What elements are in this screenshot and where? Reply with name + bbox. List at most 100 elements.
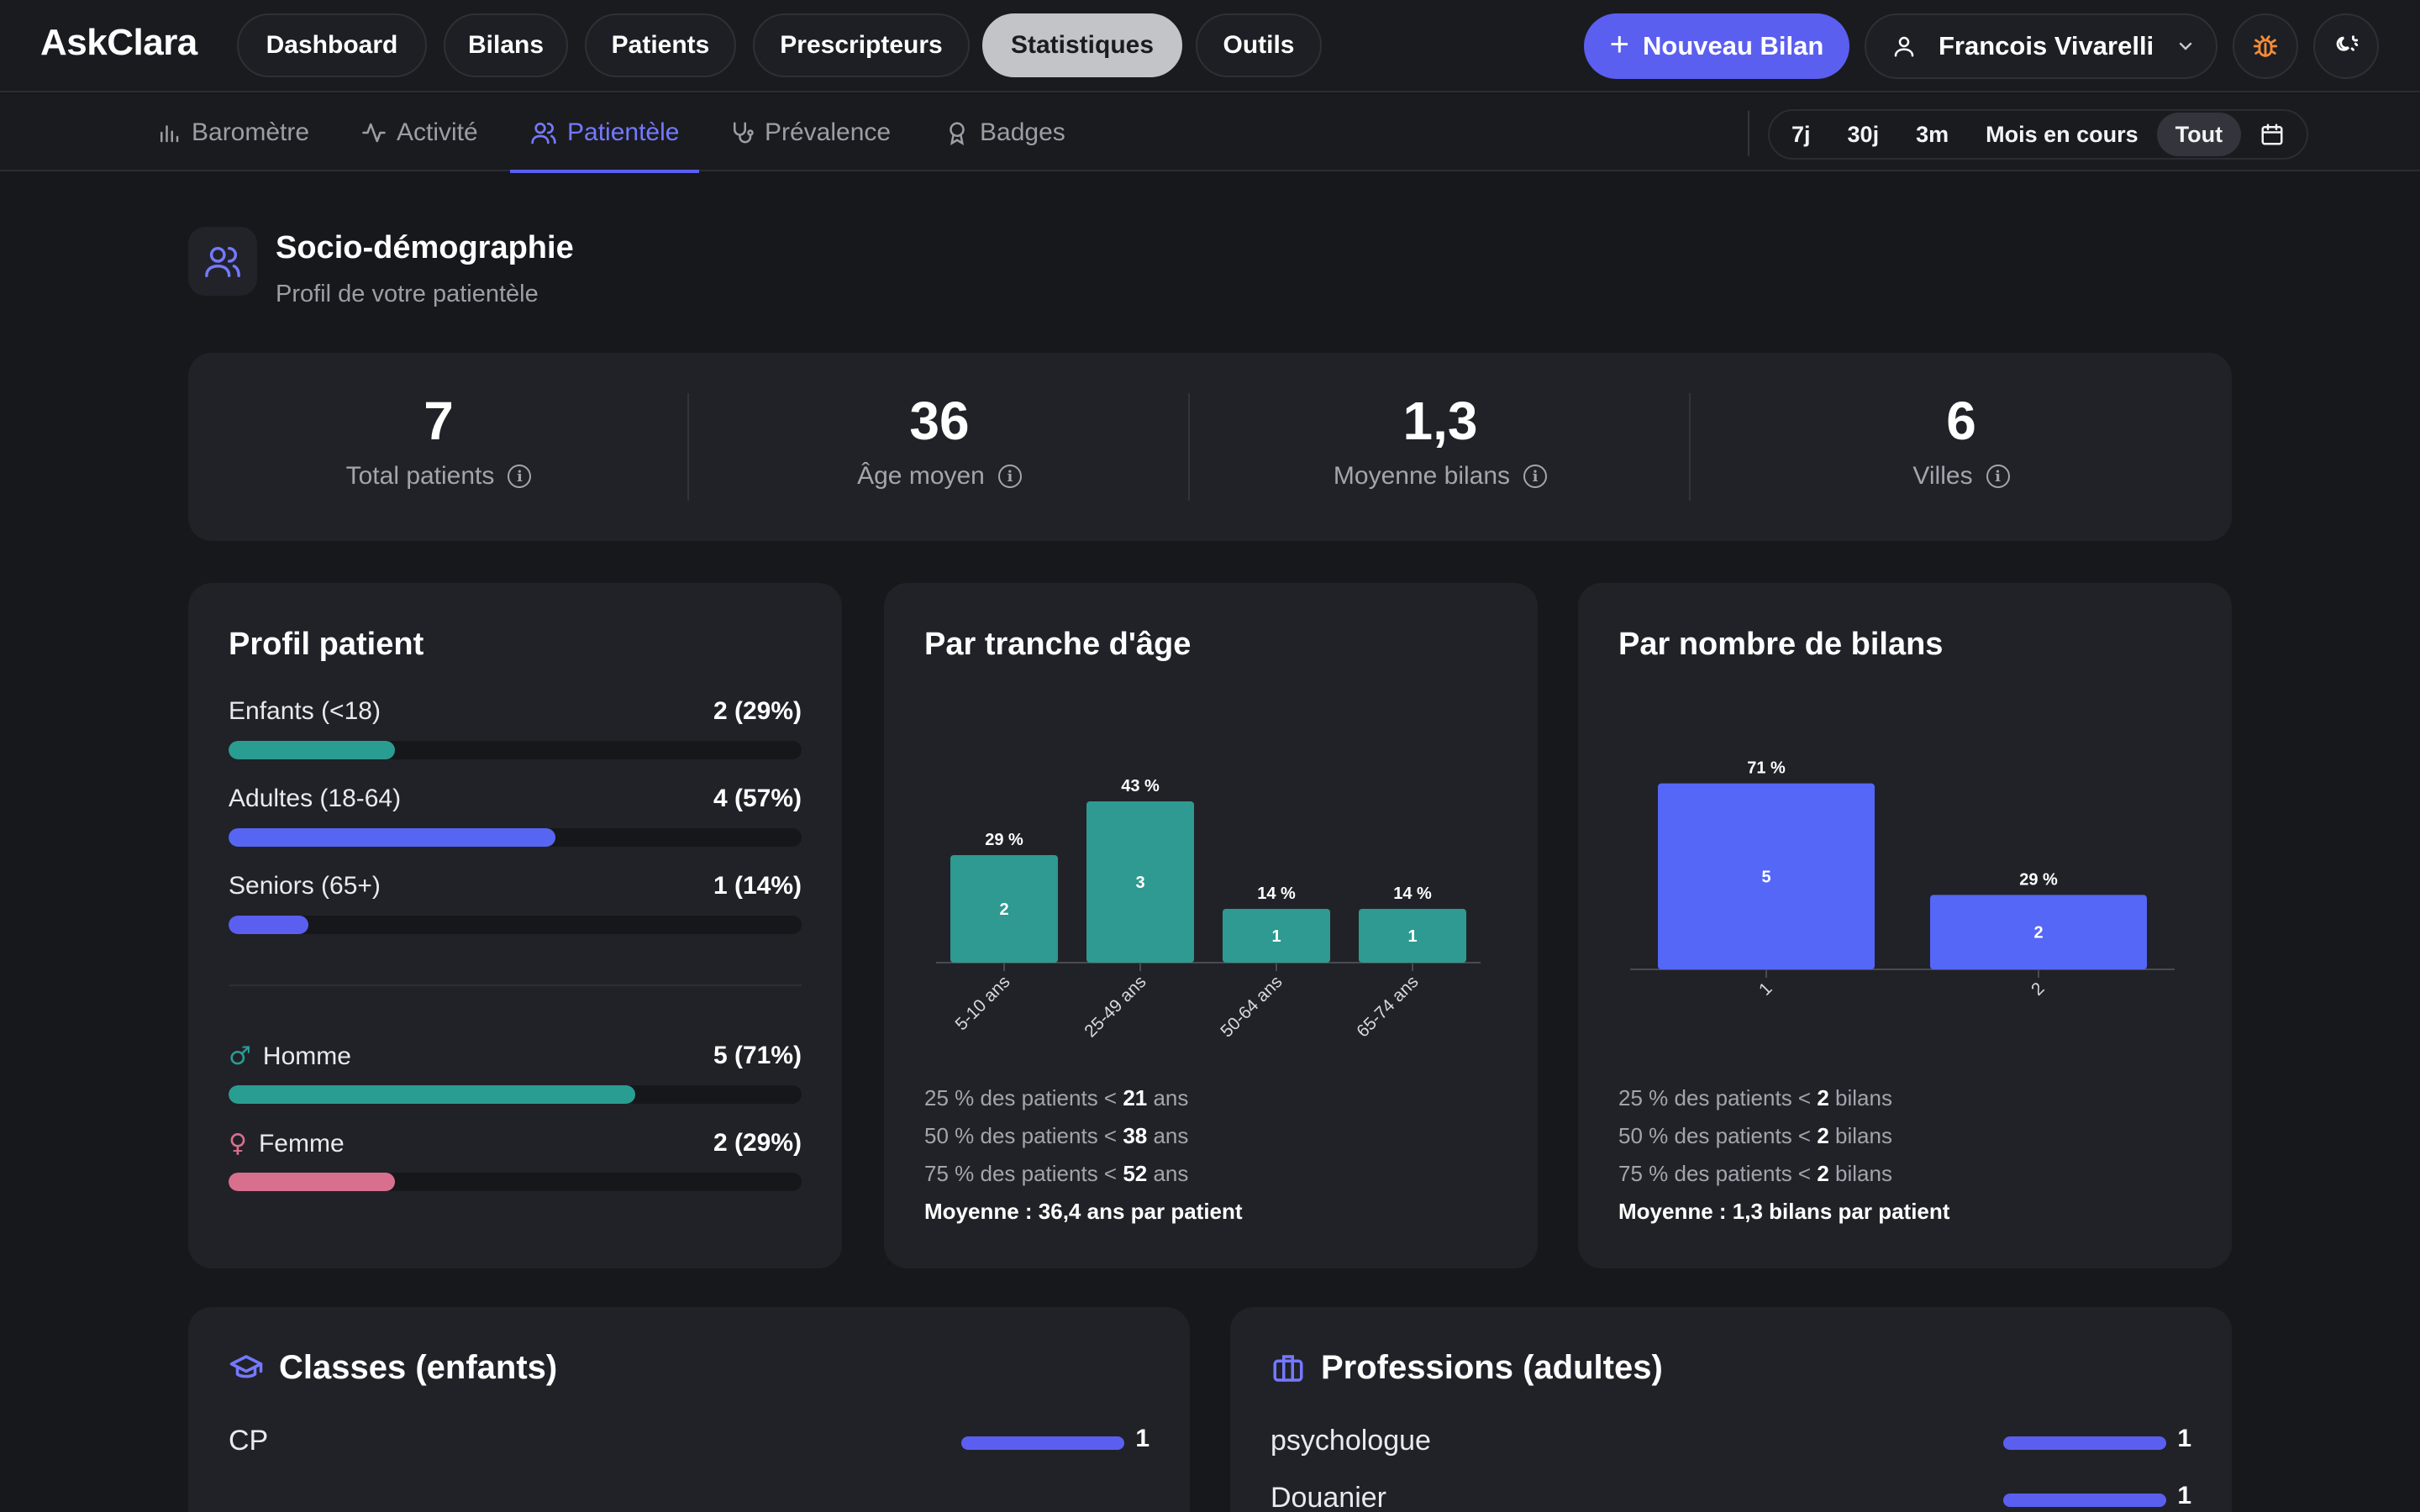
bug-report-button[interactable] (2233, 13, 2298, 79)
calendar-icon (2261, 123, 2283, 145)
activity-icon (362, 123, 386, 143)
stat-quartile-25: 25 % des patients < 21 ans (924, 1085, 1188, 1111)
chart-bar (950, 855, 1058, 963)
plus-icon: + (1609, 26, 1630, 63)
profil-row-count: 4 (57%) (713, 785, 802, 812)
stat-prefix: 50 % des patients < (924, 1123, 1123, 1148)
stat-prefix: 75 % des patients < (1618, 1161, 1818, 1186)
tab-badges[interactable]: Badges (924, 94, 1086, 171)
chart-bar (1658, 783, 1875, 969)
nav-bilans[interactable]: Bilans (444, 13, 568, 77)
section-icon-box (188, 227, 257, 296)
tab-prevalence-label: Prévalence (765, 118, 892, 146)
user-name: Francois Vivarelli (1939, 31, 2154, 60)
chart-bar (1086, 801, 1194, 963)
x-tick-label: 25-49 ans (1081, 972, 1150, 1041)
gender-label: Femme (258, 1129, 345, 1158)
professions-title-text: Professions (adultes) (1321, 1349, 1663, 1386)
stat-summary: Moyenne : 1,3 bilans par patient (1618, 1199, 1950, 1224)
range-mois-en-cours[interactable]: Mois en cours (1986, 121, 2139, 147)
nav-dashboard[interactable]: Dashboard (237, 13, 427, 77)
kpi-total-patients: 7 Total patients i (188, 353, 689, 541)
stat-quartile-75: 75 % des patients < 2 bilans (1618, 1161, 1892, 1187)
progress-fill (229, 1173, 395, 1191)
nav-prescripteurs[interactable]: Prescripteurs (753, 13, 970, 77)
bar-value-label: 5 (1761, 868, 1770, 886)
bar-value-label: 3 (1135, 874, 1144, 892)
bar-value-label: 2 (999, 900, 1008, 919)
new-bilan-label: Nouveau Bilan (1643, 31, 1824, 60)
x-tick-label: 1 (1755, 979, 1776, 1000)
list-item-name: Douanier (1270, 1482, 1386, 1512)
list-item-value: 1 (2177, 1482, 2191, 1509)
range-3m[interactable]: 3m (1916, 121, 1949, 147)
range-tout[interactable]: Tout (2156, 113, 2242, 156)
bar-percent-label: 14 % (1393, 885, 1432, 903)
professions-card: Professions (adultes) psychologue 1 Doua… (1230, 1307, 2232, 1512)
progress-track (229, 1173, 802, 1191)
stat-value: 52 (1123, 1161, 1148, 1186)
users-icon (205, 246, 240, 277)
stats-subnav: Baromètre Activité Patientèle Prévalence… (0, 94, 2420, 173)
tab-activite-label: Activité (397, 118, 478, 146)
list-item: Douanier 1 (1270, 1482, 2191, 1512)
theme-toggle-button[interactable] (2313, 13, 2379, 79)
calendar-button[interactable] (2241, 113, 2303, 156)
stat-summary: Moyenne : 36,4 ans par patient (924, 1199, 1243, 1224)
kpi-age-moyen: 36 Âge moyen i (689, 353, 1190, 541)
tab-prevalence[interactable]: Prévalence (709, 94, 911, 171)
profil-row-count: 2 (29%) (713, 697, 802, 725)
user-menu[interactable]: Francois Vivarelli (1865, 13, 2217, 79)
range-30j[interactable]: 30j (1847, 121, 1880, 147)
stat-prefix: 50 % des patients < (1618, 1123, 1818, 1148)
stat-suffix: ans (1147, 1123, 1189, 1148)
info-icon[interactable]: i (1986, 465, 2010, 488)
stat-suffix: bilans (1828, 1123, 1892, 1148)
bar-percent-label: 14 % (1257, 885, 1296, 903)
card-title: Par nombre de bilans (1618, 627, 1944, 662)
profil-divider (229, 984, 802, 986)
bar-chart-icon (160, 125, 179, 143)
info-icon[interactable]: i (1523, 465, 1548, 488)
gender-row-count: 2 (29%) (713, 1129, 802, 1157)
range-7j[interactable]: 7j (1791, 121, 1811, 147)
chart-bar (1359, 909, 1466, 963)
stat-value: 38 (1123, 1123, 1148, 1148)
classes-card: Classes (enfants) CP 1 (188, 1307, 1190, 1512)
tab-patientele[interactable]: Patientèle (510, 94, 700, 173)
tab-barometre[interactable]: Baromètre (136, 94, 329, 171)
stat-suffix: ans (1147, 1085, 1189, 1110)
bug-icon (2253, 35, 2278, 57)
new-bilan-button[interactable]: + Nouveau Bilan (1584, 13, 1849, 79)
profil-row-label: Enfants (<18) (229, 697, 381, 725)
nav-outils[interactable]: Outils (1196, 13, 1322, 77)
stat-quartile-75: 75 % des patients < 52 ans (924, 1161, 1188, 1187)
classes-title-text: Classes (enfants) (279, 1349, 558, 1386)
list-item-value: 1 (1135, 1425, 1150, 1452)
chart-bar (1223, 909, 1330, 963)
professions-title: Professions (adultes) (1270, 1349, 1663, 1387)
app-logo[interactable]: AskClara (40, 22, 197, 63)
tab-patientele-label: Patientèle (567, 118, 680, 146)
stethoscope-icon (734, 122, 754, 144)
progress-fill (229, 916, 309, 934)
profil-row-count: 1 (14%) (713, 872, 802, 900)
list-item-value: 1 (2177, 1425, 2191, 1452)
stat-value: 21 (1123, 1085, 1148, 1110)
info-icon[interactable]: i (508, 465, 532, 488)
bar-value-label: 1 (1407, 927, 1417, 946)
users-icon (531, 123, 556, 144)
info-icon[interactable]: i (997, 465, 1022, 488)
kpi-label: Âge moyen (857, 462, 985, 490)
age-bar-chart: 2 29 % 5-10 ans 3 43 % 25-49 ans 1 14 % 50-64 an… (936, 777, 1481, 1042)
nav-patients[interactable]: Patients (585, 13, 736, 77)
bar-percent-label: 29 % (2019, 870, 2058, 889)
bilans-chart-card: Par nombre de bilans 5 71 % 1 2 29 % 2 25 % d… (1578, 583, 2232, 1268)
gender-label: Homme (262, 1042, 351, 1070)
tab-activite[interactable]: Activité (341, 94, 498, 171)
nav-statistiques[interactable]: Statistiques (982, 13, 1182, 77)
briefcase-icon (1273, 1354, 1303, 1382)
kpi-separator (1188, 393, 1190, 501)
section-title: Socio-démographie (276, 230, 574, 265)
bar-percent-label: 29 % (985, 831, 1023, 849)
